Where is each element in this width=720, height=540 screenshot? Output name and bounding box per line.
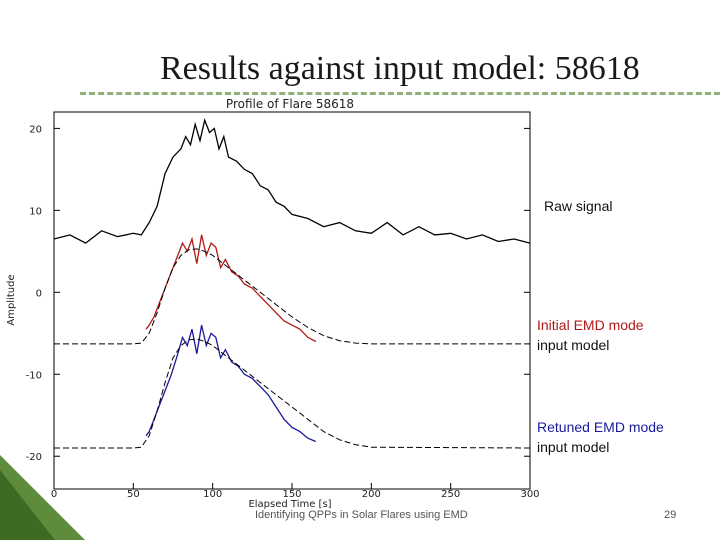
retuned-model-text: input model — [537, 439, 610, 455]
series-group — [53, 117, 531, 449]
initial-mode-label: Initial EMD mode input model — [537, 315, 644, 355]
plot-frame — [53, 111, 531, 490]
series-line-retuned-mode — [145, 324, 317, 443]
raw-signal-label: Raw signal — [544, 196, 612, 216]
initial-mode-text: Initial EMD mode — [537, 317, 644, 333]
x-tick-label: 100 — [203, 489, 222, 500]
raw-signal-text: Raw signal — [544, 198, 613, 214]
title-divider — [80, 92, 720, 95]
series-line-initial-model — [54, 248, 530, 345]
retuned-mode-label: Retuned EMD mode input model — [537, 417, 664, 457]
slide-footer: Identifying QPPs in Solar Flares using E… — [255, 509, 468, 521]
y-axis-label: Amplitude — [6, 274, 17, 325]
corner-accent-dark — [0, 470, 55, 540]
flare-profile-chart: Profile of Flare 58618 0 50 100 150 200 250 30… — [6, 97, 540, 510]
y-tick-label: 10 — [29, 206, 42, 217]
initial-model-text: input model — [537, 337, 610, 353]
x-tick-label: 300 — [520, 489, 539, 500]
x-tick-label: 50 — [127, 489, 140, 500]
x-axis-label: Elapsed Time [s] — [248, 499, 331, 510]
chart-title: Profile of Flare 58618 — [226, 97, 354, 111]
series-line-raw — [53, 117, 531, 244]
slide-title: Results against input model: 58618 — [160, 50, 640, 87]
page-number: 29 — [664, 509, 677, 521]
y-tick-label: 20 — [29, 124, 42, 135]
x-tick-label: 150 — [282, 489, 301, 500]
x-tick-label: 250 — [441, 489, 460, 500]
x-tick-label: 200 — [362, 489, 381, 500]
x-axis: 0 50 100 150 200 250 300 — [51, 483, 540, 500]
y-tick-label: 0 — [36, 288, 42, 299]
retuned-mode-text: Retuned EMD mode — [537, 419, 664, 435]
series-line-retuned-model — [54, 338, 531, 449]
y-tick-label: -10 — [26, 370, 42, 381]
series-line-initial-mode — [145, 234, 317, 343]
